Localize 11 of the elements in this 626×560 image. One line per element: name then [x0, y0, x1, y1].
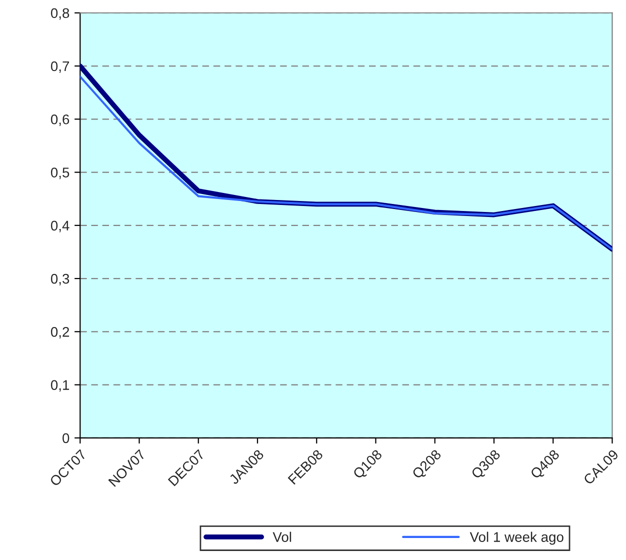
- y-tick-label: 0,2: [50, 326, 70, 338]
- y-tick-label: 0,5: [50, 168, 70, 180]
- legend-label: Vol 1 week ago: [470, 532, 564, 545]
- y-tick-label: 0: [62, 433, 70, 444]
- legend-label: Vol: [272, 532, 292, 542]
- y-tick-label: 0,7: [50, 61, 70, 73]
- y-tick-label: 0,3: [50, 274, 70, 286]
- y-tick-label: 0,1: [50, 380, 70, 392]
- y-tick-label: 0,6: [50, 114, 70, 126]
- y-tick-label: 0,8: [50, 8, 70, 20]
- y-tick-label: 0,4: [50, 220, 70, 232]
